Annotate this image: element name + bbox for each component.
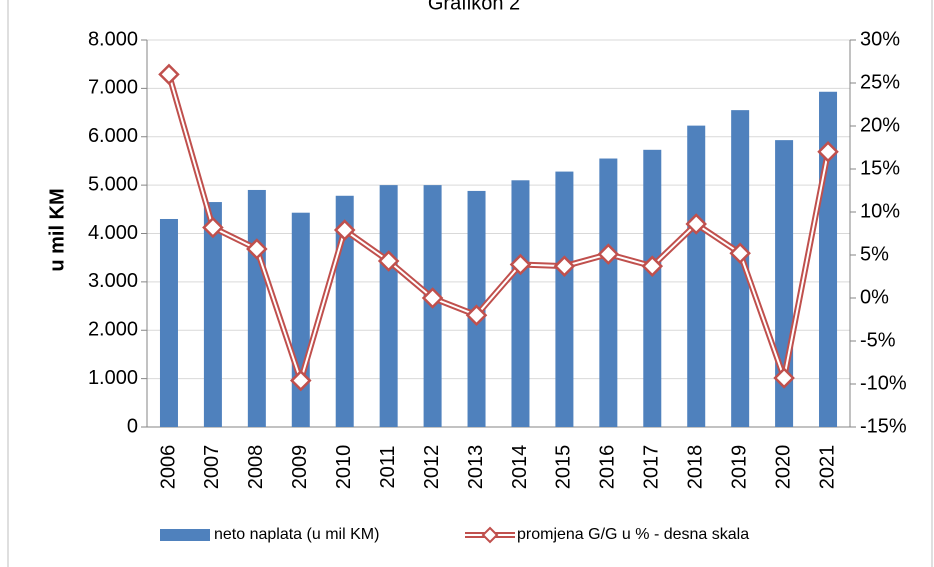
bar — [687, 125, 706, 427]
x-tick-label: 2017 — [641, 445, 663, 490]
y2-tick-label: 20% — [860, 114, 900, 136]
y2-tick-label: -10% — [860, 372, 907, 394]
line-marker — [817, 141, 839, 163]
y-tick-label: 3.000 — [88, 270, 138, 292]
line-marker — [685, 213, 707, 235]
legend-label: neto naplata (u mil KM) — [214, 526, 379, 543]
bar — [599, 158, 618, 428]
line-marker — [597, 243, 620, 265]
bar — [247, 189, 266, 427]
y2-tick-label: 0% — [860, 286, 889, 308]
line — [166, 73, 831, 384]
line-inner — [168, 74, 830, 382]
bar — [291, 212, 310, 427]
x-tick-label: 2019 — [728, 445, 750, 490]
y2-tick-label: 10% — [860, 200, 900, 222]
x-tick-label: 2011 — [377, 445, 399, 488]
y-tick-label: 6.000 — [88, 125, 138, 147]
x-tick-label: 2016 — [597, 445, 619, 490]
x-tick-label: 2010 — [333, 445, 355, 490]
x-tick-label: 2020 — [772, 445, 794, 490]
chart-title: Grafikon 2 — [428, 0, 520, 14]
bar — [731, 110, 750, 428]
legend-marker — [481, 526, 499, 544]
chart-frame — [7, 0, 933, 567]
line-marker — [421, 287, 444, 309]
x-tick-label: 2015 — [553, 445, 575, 490]
x-tick-label: 2018 — [685, 445, 707, 490]
bar — [379, 185, 398, 427]
bar — [555, 171, 574, 427]
y2-tick-label: 30% — [860, 28, 900, 50]
y2-tick-label: 5% — [860, 243, 889, 265]
line-marker — [729, 242, 751, 265]
line-marker — [377, 250, 400, 272]
line-marker — [290, 369, 312, 392]
line-marker — [465, 304, 488, 326]
y-tick-label: 7.000 — [88, 77, 138, 99]
line-marker — [641, 255, 664, 277]
y2-tick-label: -15% — [860, 415, 907, 437]
line-marker — [246, 238, 268, 260]
y-axis-label: u mil KM — [46, 188, 68, 271]
line-marker — [333, 219, 356, 241]
bar — [643, 149, 662, 427]
y2-tick-label: 25% — [860, 71, 900, 93]
y2-tick-label: -5% — [860, 329, 896, 351]
x-tick-label: 2012 — [421, 445, 443, 490]
x-tick-label: 2007 — [201, 445, 223, 490]
y-tick-label: 8.000 — [88, 28, 138, 50]
legend-label: promjena G/G u % - desna skala — [517, 526, 749, 543]
line-marker — [158, 63, 180, 86]
y2-tick-label: 15% — [860, 157, 900, 179]
x-tick-label: 2014 — [509, 445, 531, 490]
bar — [159, 218, 178, 427]
y-tick-label: 5.000 — [88, 173, 138, 195]
line-marker — [773, 367, 795, 389]
y-tick-label: 2.000 — [88, 319, 138, 341]
x-tick-label: 2008 — [245, 445, 267, 490]
line-marker — [509, 253, 532, 276]
legend-swatch — [160, 529, 210, 541]
y-tick-label: 4.000 — [88, 222, 138, 244]
x-tick-label: 2013 — [465, 445, 487, 490]
y-tick-label: 1.000 — [88, 367, 138, 389]
x-tick-label: 2006 — [157, 445, 179, 490]
bar — [203, 202, 222, 427]
bar — [511, 180, 530, 427]
y-tick-label: 0 — [127, 415, 138, 437]
line-marker — [553, 255, 576, 277]
x-tick-label: 2021 — [816, 445, 838, 490]
x-tick-label: 2009 — [289, 445, 311, 490]
line-marker — [202, 216, 224, 239]
